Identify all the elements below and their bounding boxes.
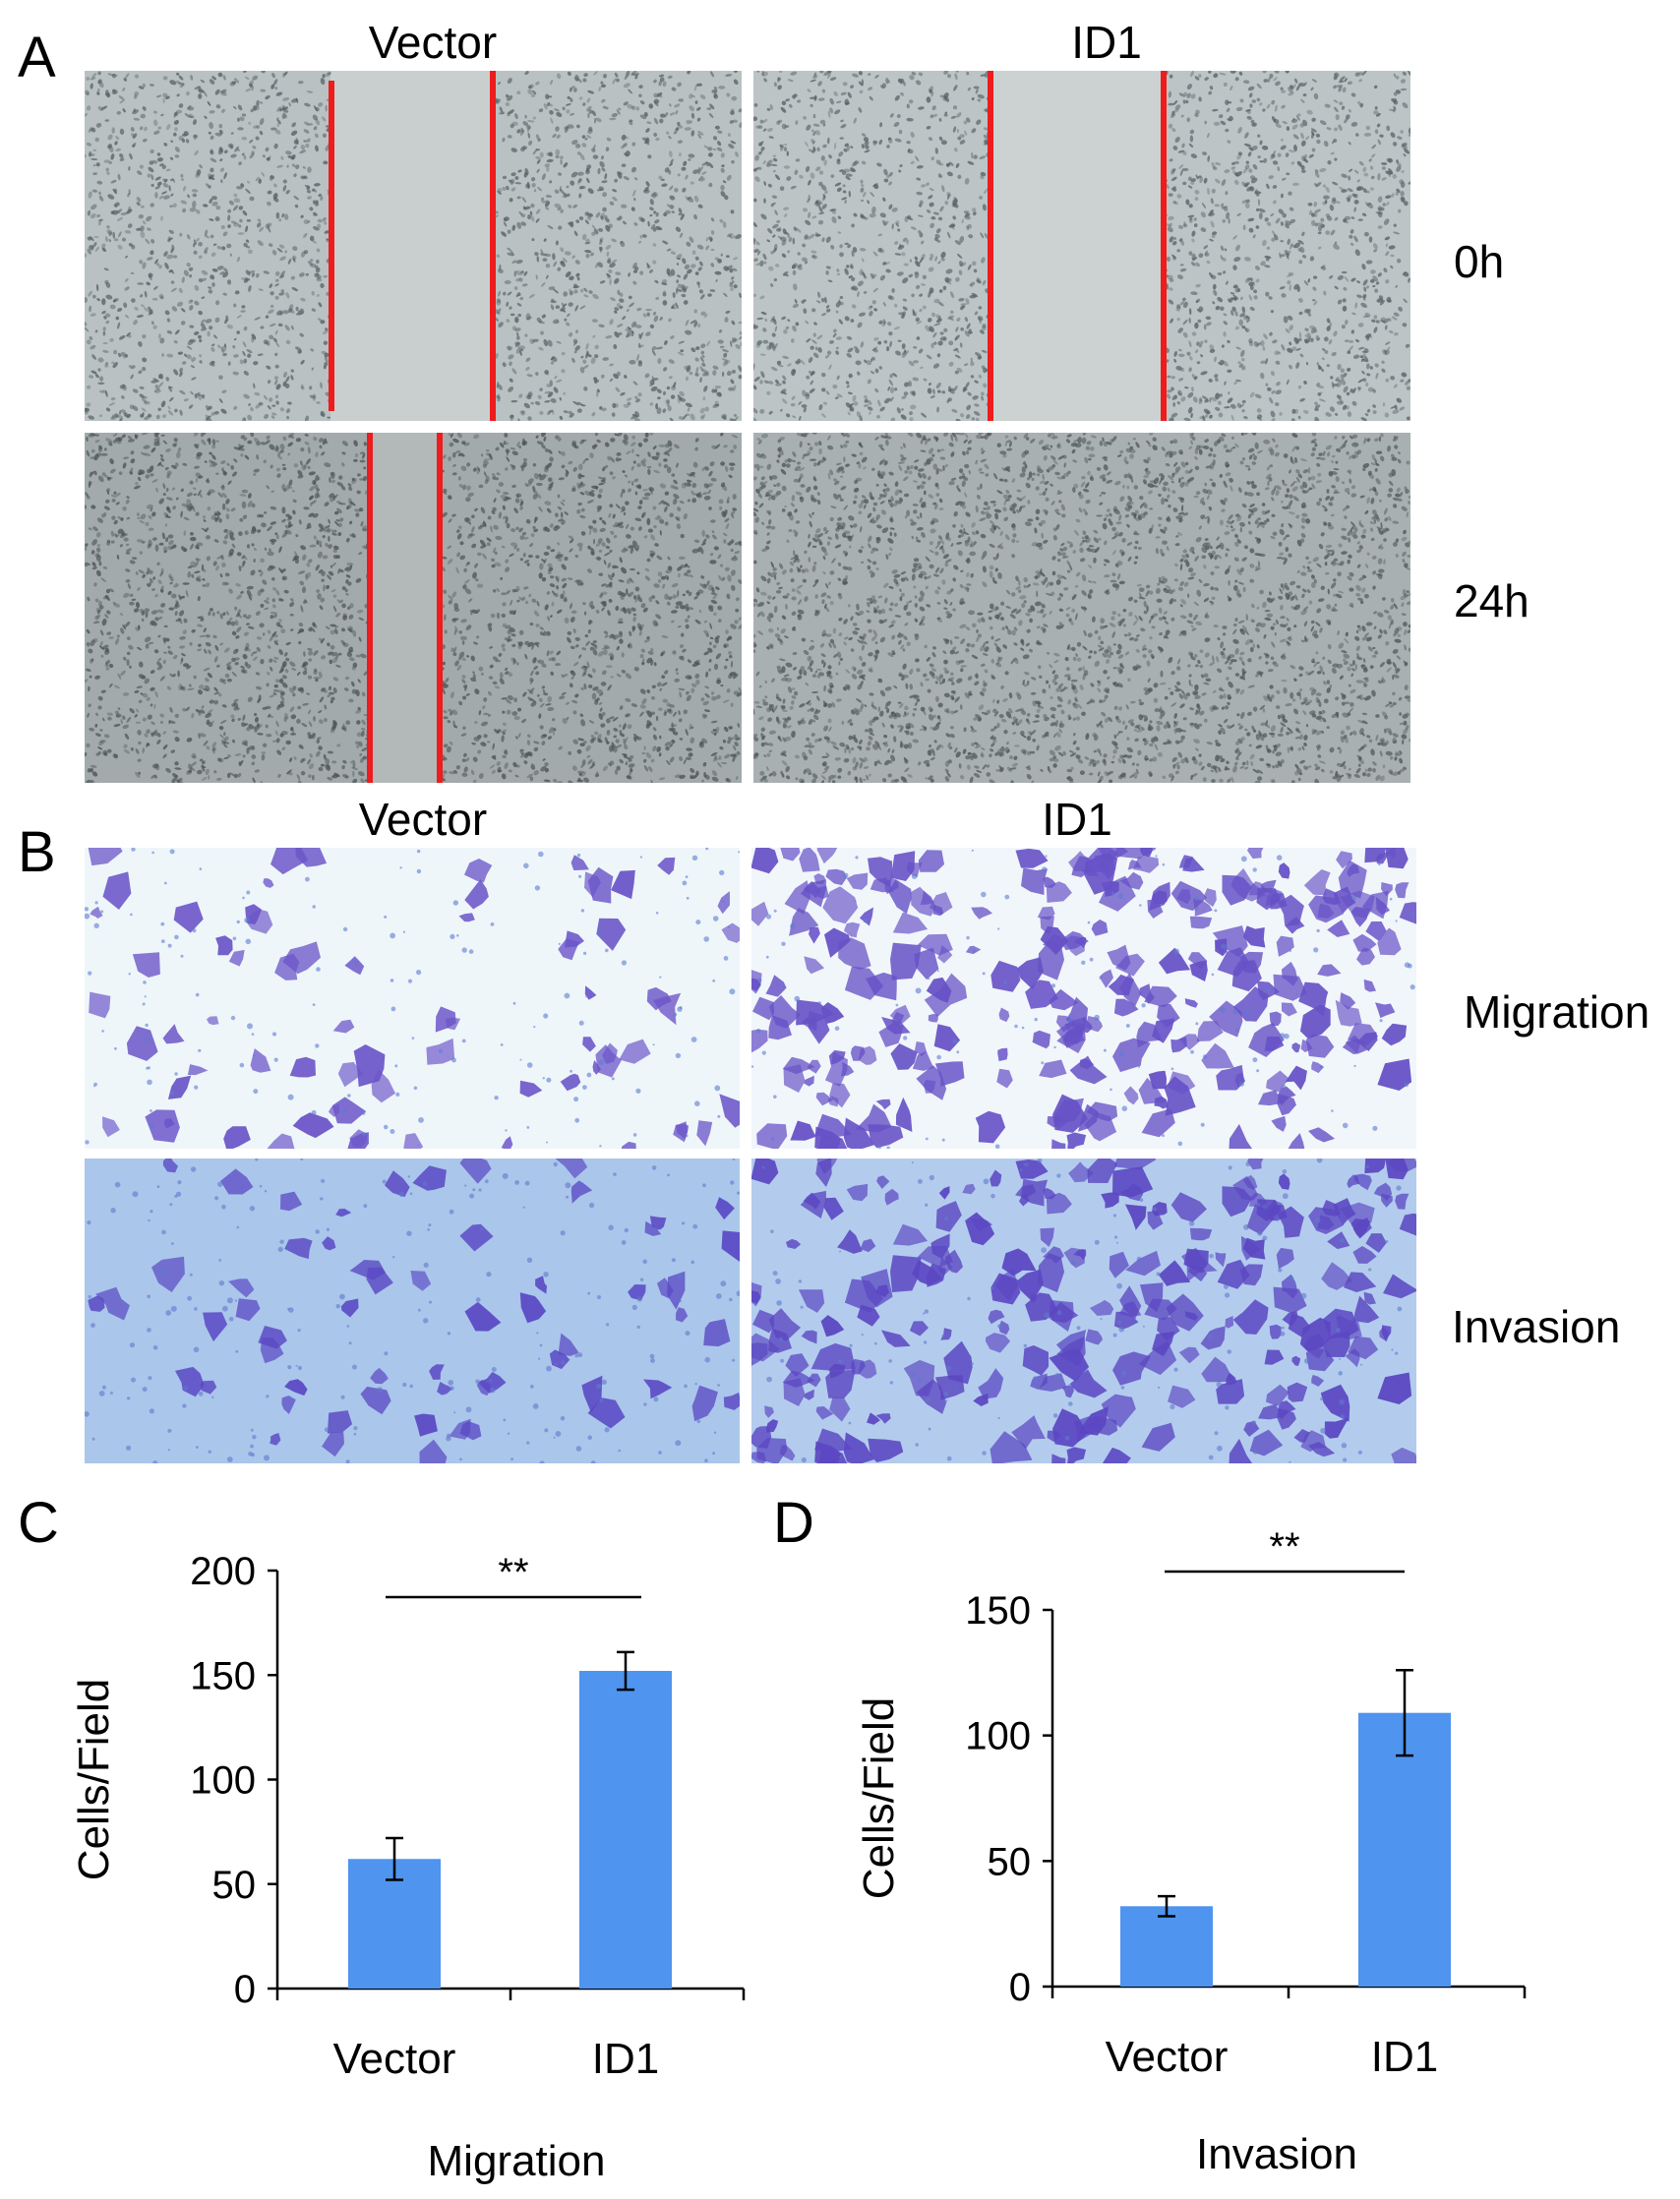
scratch-edge-line-right: [1161, 71, 1167, 421]
x-category-label: Vector: [333, 2035, 456, 2083]
panel-letter-c: C: [18, 1491, 59, 1555]
panel-a-row-label-24h: 24h: [1454, 575, 1530, 626]
scratch-image-id1-0h: [753, 71, 1410, 421]
panel-b-row-label-migration: Migration: [1464, 986, 1650, 1038]
transwell-image-id1-migration-stain: [751, 848, 1416, 1149]
panel-a-column-title-id1: ID1: [1071, 17, 1142, 68]
y-tick-label: 100: [965, 1715, 1031, 1758]
panel-b-column-title-id1: ID1: [1042, 794, 1112, 845]
y-tick-label: 0: [1009, 1966, 1031, 2009]
y-axis-title: Cells/Field: [855, 1697, 903, 1899]
scratch-edge-line-right: [490, 71, 496, 421]
significance-marker: **: [1269, 1525, 1299, 1569]
y-axis-title: Cells/Field: [70, 1679, 118, 1880]
scratch-image-vector-24h: [85, 433, 742, 783]
scratch-image-id1-24h: [753, 433, 1410, 783]
panel-a-column-title-vector: Vector: [368, 17, 498, 68]
scratch-image-id1-0h-texture: [753, 71, 1410, 421]
panel-letter-b: B: [18, 820, 56, 884]
transwell-image-vector-migration-stain: [85, 848, 740, 1149]
scratch-image-vector-0h: [85, 71, 742, 421]
y-tick-label: 100: [190, 1759, 256, 1803]
x-category-label: ID1: [592, 2035, 659, 2083]
y-tick-label: 50: [988, 1840, 1032, 1883]
transwell-image-id1-invasion-stain: [751, 1159, 1416, 1463]
scratch-image-vector-24h-texture: [85, 433, 742, 783]
panel-letter-a: A: [18, 26, 56, 89]
transwell-image-id1-invasion: [751, 1159, 1416, 1463]
panel-a-row-label-0h: 0h: [1454, 236, 1505, 287]
transwell-image-vector-invasion-stain: [85, 1159, 740, 1463]
panel-letter-d: D: [773, 1491, 814, 1555]
scratch-edge-line-right: [437, 433, 443, 783]
transwell-image-id1-migration: [751, 848, 1416, 1149]
y-tick-label: 0: [234, 1968, 256, 2011]
bar-id1: [1358, 1712, 1451, 1987]
x-category-label: ID1: [1371, 2033, 1438, 2081]
y-tick-label: 200: [190, 1550, 256, 1593]
bar-chart-invasion: 0 50 100 150 Vector ID1 ** Cells/Field Invasion: [855, 1525, 1527, 2178]
transwell-image-vector-invasion: [85, 1159, 740, 1463]
x-axis-title: Invasion: [1196, 2130, 1357, 2178]
significance-marker: **: [498, 1551, 528, 1594]
bar-id1: [579, 1671, 672, 1989]
bar-vector: [1120, 1906, 1213, 1987]
x-axis-title: Migration: [428, 2137, 606, 2185]
panel-b-row-label-invasion: Invasion: [1452, 1301, 1621, 1352]
bar-chart-migration: 0 50 100 150 200 Vector ID1 ** Cells/Field Migrat…: [70, 1550, 746, 2185]
x-category-label: Vector: [1106, 2033, 1229, 2081]
scratch-edge-line-left: [367, 433, 373, 783]
y-tick-label: 150: [965, 1589, 1031, 1633]
scratch-image-id1-24h-texture: [753, 433, 1410, 783]
transwell-image-vector-migration: [85, 848, 740, 1149]
scratch-image-vector-0h-texture: [85, 71, 742, 421]
scratch-edge-line-left: [988, 71, 993, 421]
scratch-edge-line-left: [329, 81, 334, 411]
y-tick-label: 150: [190, 1654, 256, 1697]
y-tick-label: 50: [212, 1864, 257, 1907]
panel-b-column-title-vector: Vector: [358, 794, 488, 845]
